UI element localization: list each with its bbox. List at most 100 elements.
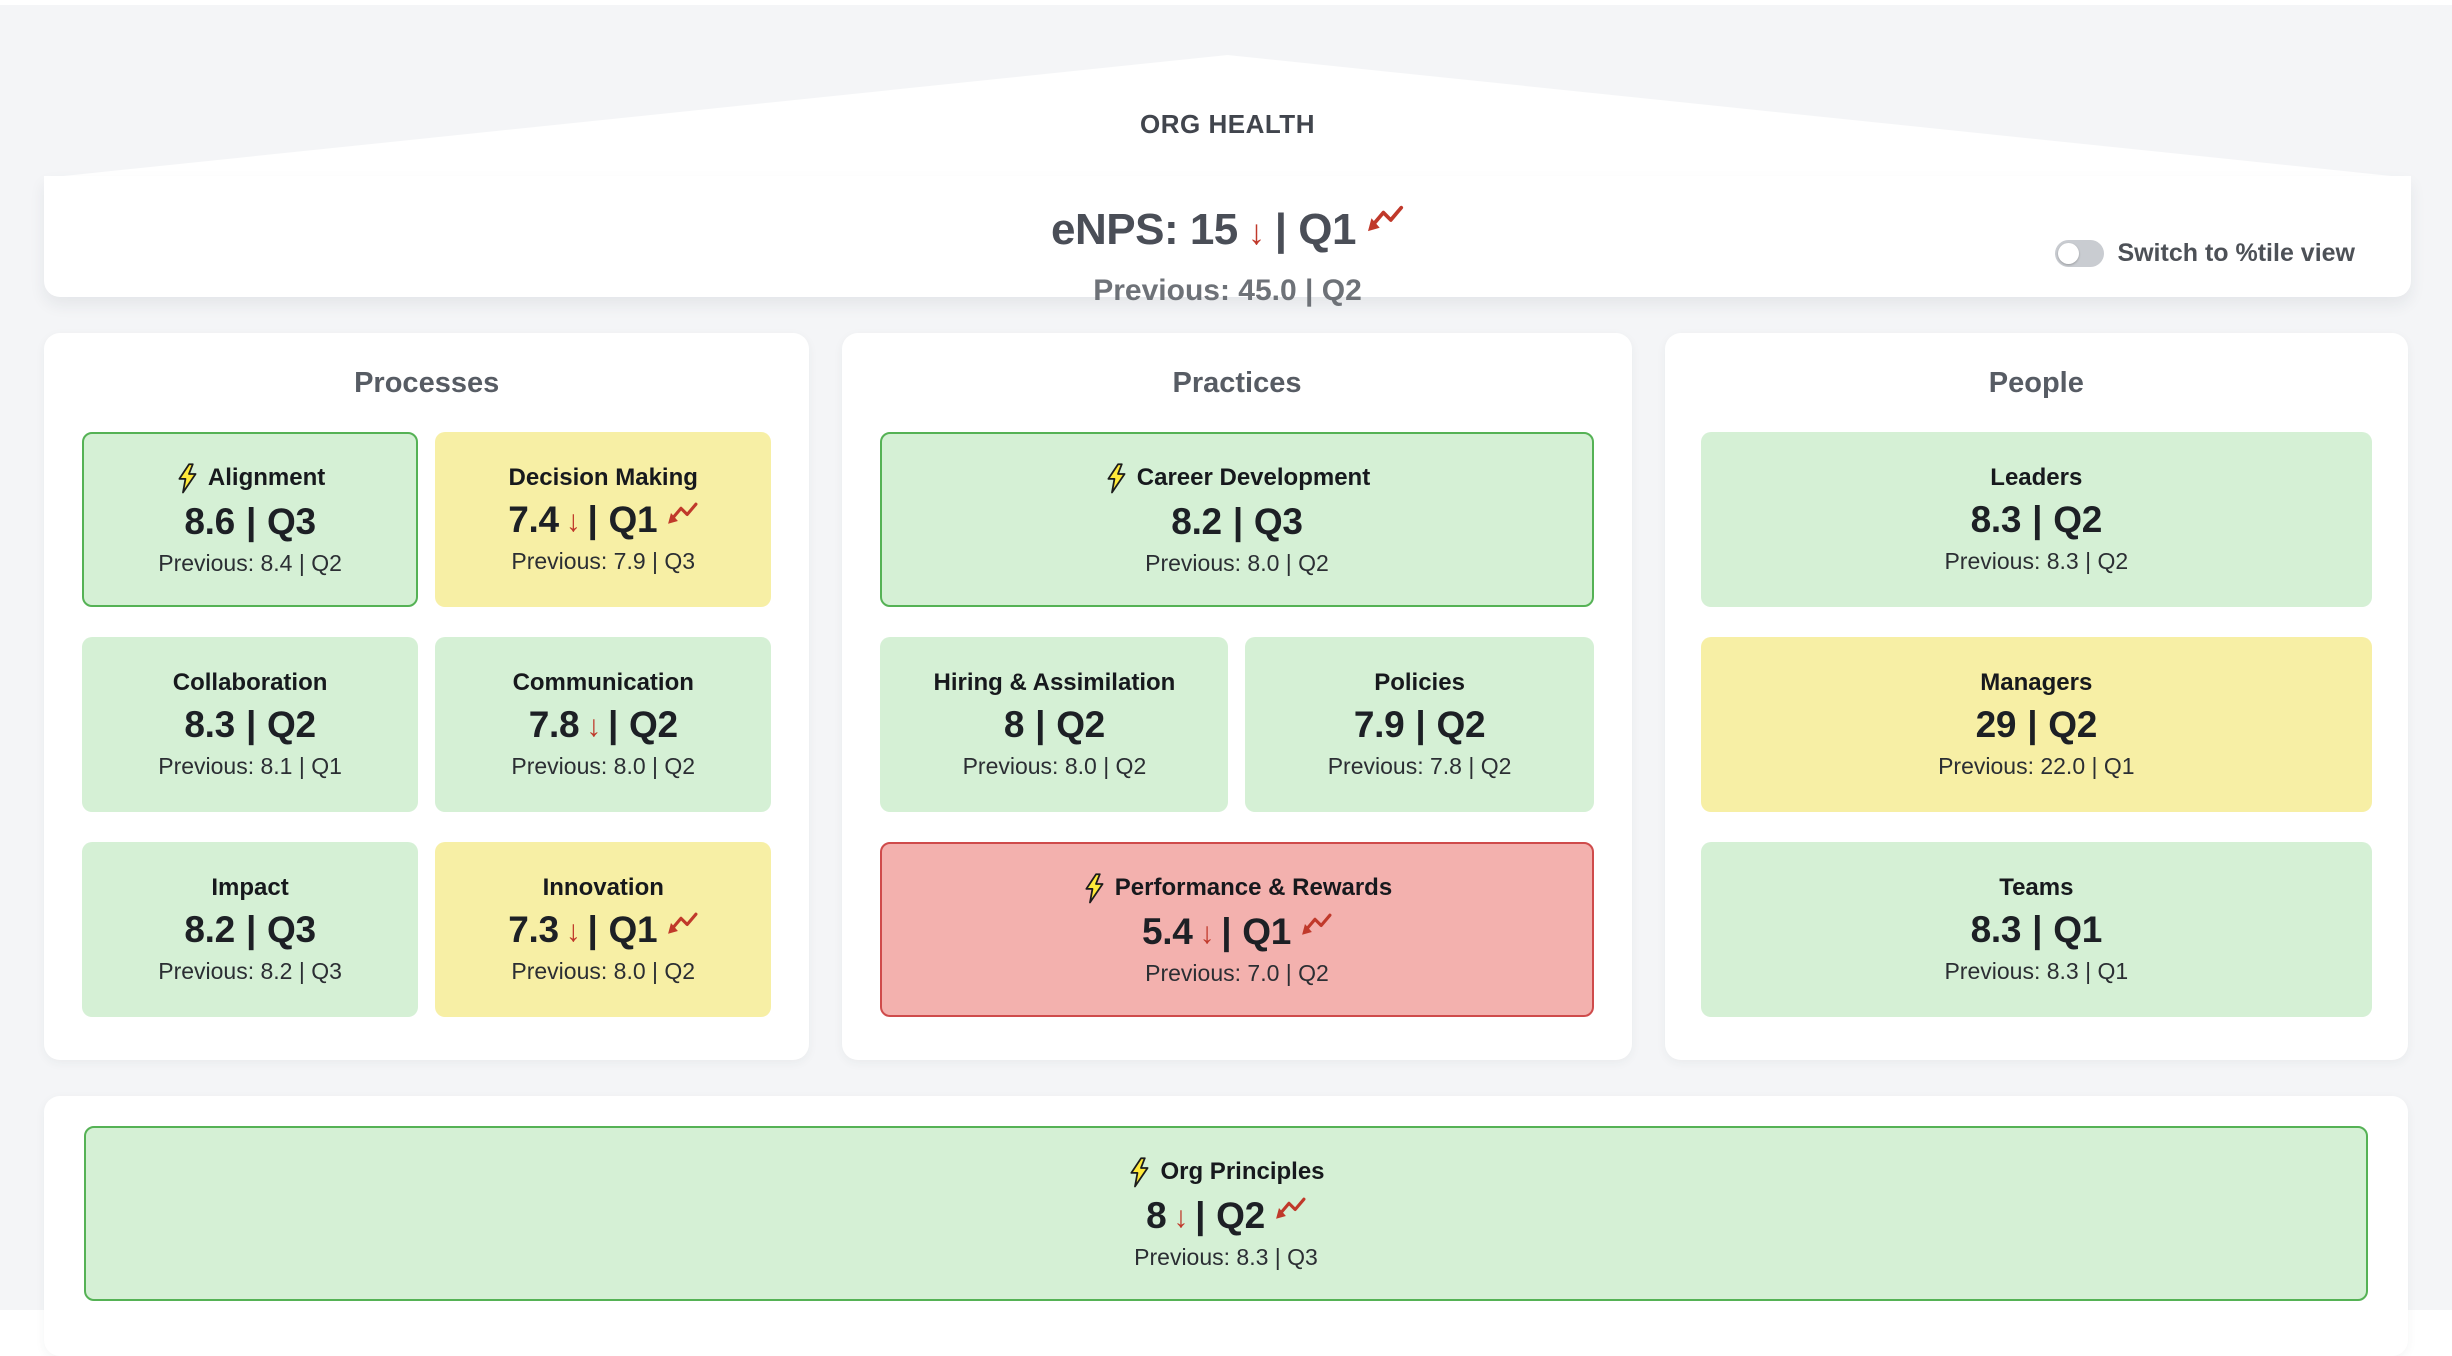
toggle-knob (2058, 243, 2080, 264)
pipe-separator: | (245, 909, 256, 950)
metric-card-performance-rewards[interactable]: Performance & Rewards 5.4 ↓ | Q1 Previous: 7.… (880, 842, 1594, 1017)
enps-value: eNPS: 15 (1051, 205, 1238, 254)
card-title-row: Impact (211, 874, 288, 902)
card-name: Managers (1980, 669, 2093, 696)
enps-previous: Previous: 45.0 | Q2 (1093, 274, 1362, 307)
card-value-row: 8.3 | Q2 (1970, 499, 2103, 541)
metric-card-managers[interactable]: Managers 29 | Q2 Previous: 22.0 | Q1 (1700, 637, 2372, 812)
card-name: Decision Making (508, 464, 698, 491)
enps-quarter: | Q1 (1274, 205, 1357, 254)
pipe-separator: | (1221, 910, 1232, 952)
card-quarter: Q1 (2053, 909, 2102, 950)
pipe-separator: | (1035, 704, 1046, 745)
down-arrow-icon: ↓ (565, 915, 581, 948)
pipe-separator: | (2027, 704, 2038, 745)
pipe-separator: | (245, 500, 256, 542)
card-value: 29 (1975, 704, 2017, 745)
metric-card-org-principles[interactable]: Org Principles 8 ↓ | Q2 Previous: 8.3 | Q3 (84, 1126, 2368, 1301)
column-title: People (1988, 367, 2084, 399)
metric-card-collaboration[interactable]: Collaboration 8.3 | Q2 Previous: 8.1 | Q1 (82, 637, 419, 812)
card-previous: Previous: 8.0 | Q2 (511, 958, 696, 984)
card-value-row: 8 | Q2 (1004, 704, 1105, 746)
card-previous: Previous: 8.0 | Q2 (511, 753, 696, 779)
card-previous: Previous: 8.1 | Q1 (158, 753, 342, 779)
card-value: 8.2 (1171, 500, 1222, 542)
metric-card-innovation[interactable]: Innovation 7.3 ↓ | Q1 Previous: 8.0 | Q2 (435, 842, 772, 1017)
pipe-separator: | (2032, 909, 2043, 950)
down-arrow-icon: ↓ (1247, 213, 1266, 252)
card-value: 7.9 (1353, 704, 1405, 745)
card-value: 8.2 (184, 909, 235, 950)
card-previous: Previous: 8.3 | Q2 (1944, 548, 2129, 574)
header-card (44, 176, 2411, 297)
card-quarter: Q3 (267, 500, 316, 542)
card-title-row: Alignment (175, 462, 325, 494)
metric-card-leaders[interactable]: Leaders 8.3 | Q2 Previous: 8.3 | Q2 (1700, 432, 2372, 607)
footer-card-grid: Org Principles 8 ↓ | Q2 Previous: 8.3 | Q3 (84, 1126, 2368, 1301)
down-arrow-icon: ↓ (1173, 1200, 1189, 1234)
card-previous: Previous: 7.8 | Q2 (1327, 753, 1512, 779)
pipe-separator: | (1415, 704, 1426, 745)
card-quarter: Q1 (1242, 910, 1292, 952)
card-value-row: 8.3 | Q1 (1970, 909, 2103, 951)
card-value: 8.3 (184, 704, 235, 745)
column-people: People Leaders 8.3 | Q2 Previous: 8.3 | Q2 Ma… (1664, 333, 2408, 1060)
card-quarter: Q2 (2048, 704, 2098, 745)
card-title-row: Communication (513, 669, 694, 697)
card-quarter: Q2 (267, 704, 316, 745)
card-quarter: Q3 (1253, 500, 1303, 542)
card-name: Teams (1999, 874, 2074, 901)
card-title-row: Decision Making (509, 464, 698, 492)
lightning-icon (1127, 1156, 1151, 1188)
metric-card-impact[interactable]: Impact 8.2 | Q3 Previous: 8.2 | Q3 (82, 842, 419, 1017)
card-name: Performance & Rewards (1114, 874, 1393, 901)
metric-card-policies[interactable]: Policies 7.9 | Q2 Previous: 7.8 | Q2 (1245, 637, 1594, 812)
org-principles-panel: Org Principles 8 ↓ | Q2 Previous: 8.3 | Q3 (44, 1096, 2408, 1356)
card-title-row: Policies (1374, 669, 1465, 697)
pipe-separator: | (587, 499, 598, 540)
card-value: 8.3 (1970, 909, 2022, 950)
trend-down-icon (1299, 912, 1332, 939)
card-value-row: 29 | Q2 (1975, 704, 2098, 746)
pipe-separator: | (245, 704, 256, 745)
top-white-strip (0, 0, 2452, 5)
card-previous: Previous: 8.4 | Q2 (158, 549, 342, 576)
card-quarter: Q2 (1056, 704, 1105, 745)
page-title: ORG HEALTH (1140, 109, 1315, 139)
card-previous: Previous: 8.3 | Q1 (1944, 958, 2129, 984)
column-title: Processes (354, 367, 500, 399)
card-previous: Previous: 8.0 | Q2 (1145, 549, 1329, 576)
card-title-row: Innovation (543, 874, 664, 902)
header-section: ORG HEALTH eNPS: 15 ↓ | Q1 Previous: 45.… (44, 55, 2411, 307)
metric-card-hiring-assimilation[interactable]: Hiring & Assimilation 8 | Q2 Previous: 8.0 |… (880, 637, 1229, 812)
card-title-row: Career Development (1104, 462, 1370, 494)
metric-card-alignment[interactable]: Alignment 8.6 | Q3 Previous: 8.4 | Q2 (82, 432, 419, 607)
card-value-row: 8.2 | Q3 (1171, 500, 1303, 543)
card-value-row: 7.4 ↓ | Q1 (508, 499, 698, 541)
people-cards-grid: Leaders 8.3 | Q2 Previous: 8.3 | Q2 Managers 2… (1700, 432, 2372, 1017)
percentile-toggle-switch[interactable] (2055, 240, 2105, 267)
metric-card-communication[interactable]: Communication 7.8 ↓ | Q2 Previous: 8.0 | Q2 (435, 637, 772, 812)
card-name: Org Principles (1160, 1158, 1325, 1185)
card-previous: Previous: 8.0 | Q2 (962, 753, 1147, 779)
pipe-separator: | (1195, 1194, 1206, 1236)
card-value: 8.3 (1970, 499, 2022, 540)
metric-card-decision-making[interactable]: Decision Making 7.4 ↓ | Q1 Previous: 7.9 | Q3 (435, 432, 772, 607)
card-title-row: Managers (1980, 669, 2092, 697)
lightning-icon (175, 462, 199, 494)
card-value-row: 7.3 ↓ | Q1 (508, 909, 698, 951)
card-value-row: 8.3 | Q2 (184, 704, 316, 746)
card-value-row: 5.4 ↓ | Q1 (1142, 911, 1332, 953)
card-title-row: Performance & Rewards (1082, 872, 1393, 904)
metric-card-teams[interactable]: Teams 8.3 | Q1 Previous: 8.3 | Q1 (1700, 842, 2372, 1017)
column-processes: Processes Alignment 8.6 | Q3 Previous: 8.4 |… (44, 333, 810, 1060)
card-name: Hiring & Assimilation (933, 669, 1176, 696)
card-title-row: Leaders (1990, 464, 2082, 492)
trend-down-icon (665, 911, 698, 938)
card-title-row: Hiring & Assimilation (934, 669, 1176, 697)
metric-card-career-development[interactable]: Career Development 8.2 | Q3 Previous: 8.0 | … (880, 432, 1594, 607)
pipe-separator: | (2032, 499, 2043, 540)
card-quarter: Q2 (1216, 1194, 1265, 1236)
card-value-row: 8 ↓ | Q2 (1146, 1195, 1306, 1237)
down-arrow-icon: ↓ (1199, 916, 1215, 950)
